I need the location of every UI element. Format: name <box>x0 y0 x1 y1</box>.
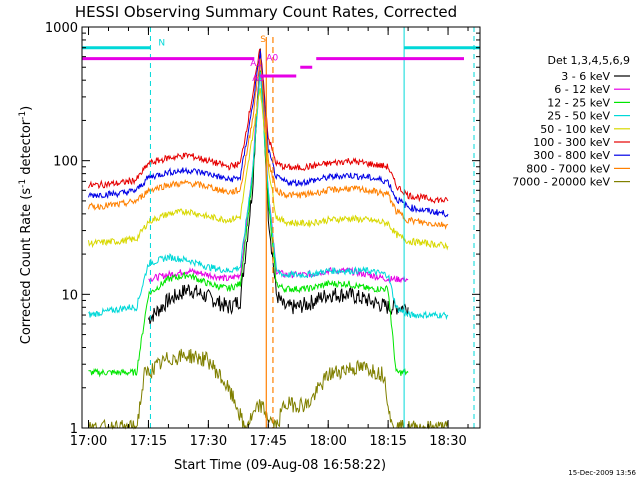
attenuator-label-a1: A1 <box>250 59 262 69</box>
y-axis-label-part1: Corrected Count Rate (s <box>19 188 34 345</box>
attenuator-label-a3: A3 <box>252 74 264 84</box>
y-tick-label-3: 1000 <box>45 21 78 36</box>
y-axis-label: Corrected Count Rate (s-1 detector-1) <box>18 106 34 344</box>
y-axis-label-sup2: -1 <box>18 111 28 120</box>
x-tick-label-6: 18:30 <box>429 434 466 449</box>
y-axis-label-part3: ) <box>19 106 34 111</box>
legend-label-5: 50 - 100 keV <box>540 123 610 136</box>
attenuator-label-a0: A0 <box>266 54 278 64</box>
legend-label-2: 6 - 12 keV <box>554 83 610 96</box>
x-tick-label-0: 17:00 <box>70 434 107 449</box>
x-tick-label-3: 17:45 <box>250 434 287 449</box>
x-tick-label-1: 17:15 <box>130 434 167 449</box>
series-line-4 <box>88 71 449 321</box>
legend-label-1: 3 - 6 keV <box>561 70 610 83</box>
series-line-6 <box>88 48 449 204</box>
legend-label-9: 7000 - 20000 keV <box>512 176 610 189</box>
legend-label-3: 12 - 25 keV <box>547 96 610 109</box>
series-line-8 <box>88 58 449 231</box>
n-label: N <box>158 39 165 49</box>
y-axis-label-part2: detector <box>19 119 34 179</box>
series-line-9 <box>88 348 449 430</box>
legend-label-4: 25 - 50 keV <box>547 110 610 123</box>
x-tick-label-5: 18:15 <box>369 434 406 449</box>
legend-label-7: 300 - 800 keV <box>533 149 610 162</box>
y-axis-label-sup1: -1 <box>18 179 28 188</box>
plot-area: N SA0 A1 A3 17:00 17:15 17:30 17:45 18:00 18:15 18… <box>45 21 481 449</box>
x-tick-label-2: 17:30 <box>190 434 227 449</box>
legend-title: Det 1,3,4,5,6,9 <box>547 54 630 67</box>
series-line-1 <box>147 48 409 325</box>
y-tick-label-2: 100 <box>53 155 78 170</box>
legend-label-8: 800 - 7000 keV <box>526 162 610 175</box>
plot-frame <box>81 26 481 429</box>
chart-title: HESSI Observing Summary Count Rates, Cor… <box>75 3 457 21</box>
series-line-2 <box>148 53 409 284</box>
y-tick-label-0: 1 <box>70 422 78 437</box>
legend-label-6: 100 - 300 keV <box>533 136 610 149</box>
footer-timestamp: 15-Dec-2009 13:56 <box>568 469 636 477</box>
y-tick-label-1: 10 <box>61 288 78 303</box>
x-tick-label-4: 18:00 <box>309 434 346 449</box>
series-line-5 <box>88 88 449 251</box>
x-axis-label: Start Time (09-Aug-08 16:58:22) <box>174 458 386 473</box>
s-label: S <box>260 35 266 45</box>
series-line-3 <box>88 70 409 378</box>
